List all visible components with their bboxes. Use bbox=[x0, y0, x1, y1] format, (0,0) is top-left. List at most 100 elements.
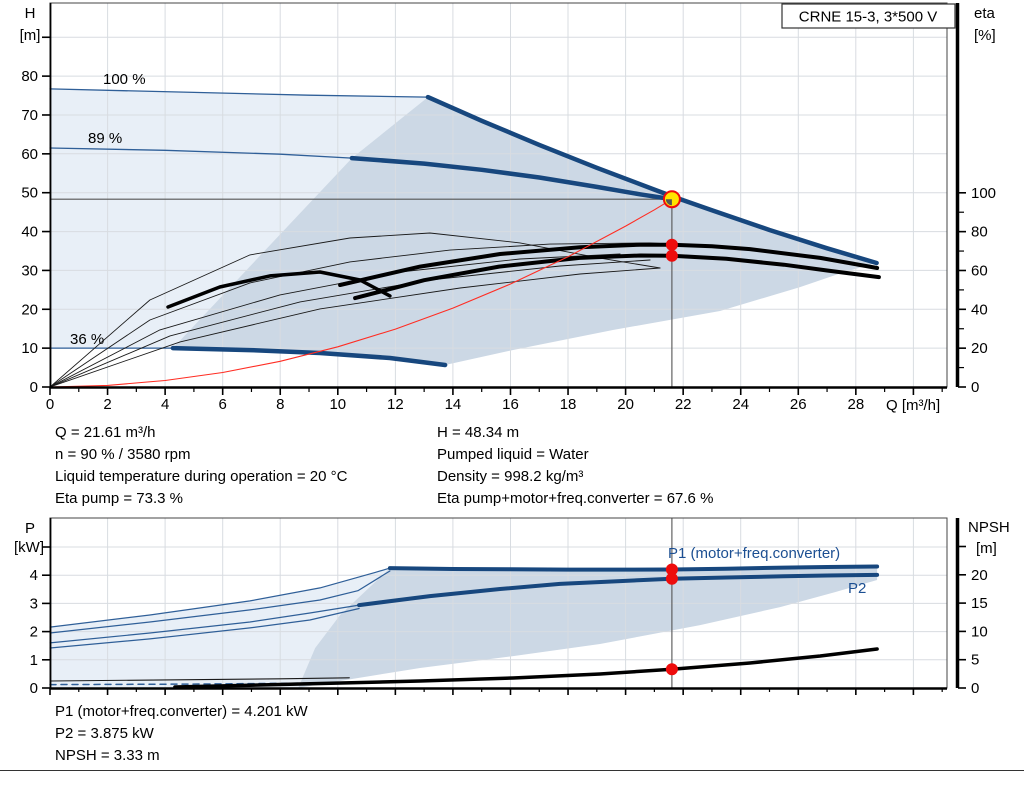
info-density: Density = 998.2 kg/m³ bbox=[437, 468, 583, 485]
bottom-chart-ticks: 0 1 2 3 4 0 5 10 15 20 bbox=[30, 545, 988, 697]
tick-label: 16 bbox=[502, 396, 519, 413]
bottom-chart-fill-regions bbox=[50, 566, 878, 688]
eta-thin-arc-d-curve bbox=[49, 259, 651, 388]
qh-36pct-thick-curve bbox=[170, 345, 448, 368]
qh-envelope-thick-curve bbox=[425, 94, 879, 266]
power-info-block: P1 (motor+freq.converter) = 4.201 kW P2 … bbox=[55, 703, 308, 764]
tick-label: 4 bbox=[30, 567, 38, 584]
speed-89-label: 89 % bbox=[88, 130, 122, 147]
operating-point-dot bbox=[665, 563, 678, 576]
eta-pump-thick-curve bbox=[338, 242, 880, 287]
npsh-thin-curve bbox=[49, 677, 350, 682]
tick-label: 3 bbox=[30, 595, 38, 612]
tick-label: 10 bbox=[971, 623, 988, 640]
tick-label: 0 bbox=[46, 396, 54, 413]
speed-36-label: 36 % bbox=[70, 331, 104, 348]
info-p1: P1 (motor+freq.converter) = 4.201 kW bbox=[55, 703, 308, 720]
npsh-thick-curve bbox=[173, 647, 879, 689]
tick-label: 20 bbox=[971, 340, 988, 357]
qh-90pct-duty-thick-curve bbox=[349, 155, 675, 202]
tick-label: 5 bbox=[971, 652, 979, 669]
p-thin-4-curve bbox=[49, 607, 360, 649]
tick-label: 40 bbox=[971, 301, 988, 318]
tick-label: 100 bbox=[971, 185, 996, 202]
info-p2: P2 = 3.875 kW bbox=[55, 725, 155, 742]
pale-power-envelope bbox=[50, 568, 390, 688]
info-speed: n = 90 % / 3580 rpm bbox=[55, 446, 191, 463]
tick-label: 20 bbox=[617, 396, 634, 413]
system-curve-red-curve bbox=[49, 198, 673, 388]
h-axis-title: H bbox=[25, 5, 36, 22]
p-thin-2-curve bbox=[49, 570, 391, 634]
top-chart-curves bbox=[49, 88, 881, 388]
tick-label: 15 bbox=[971, 595, 988, 612]
top-chart-markers bbox=[662, 190, 681, 262]
top-chart-fill-regions bbox=[50, 88, 877, 365]
tick-label: 6 bbox=[219, 396, 227, 413]
tick-label: 0 bbox=[971, 379, 979, 396]
npsh-axis-unit: [m] bbox=[976, 540, 997, 557]
h-axis-unit: [m] bbox=[20, 27, 41, 44]
tick-label: 80 bbox=[971, 224, 988, 241]
info-pumped-liquid: Pumped liquid = Water bbox=[437, 446, 589, 463]
top-chart-ticks: 0 2 4 6 8 10 12 14 16 18 20 22 24 26 28010203040506070… bbox=[21, 36, 996, 413]
operating-point-dot bbox=[665, 238, 678, 251]
tick-label: 18 bbox=[560, 396, 577, 413]
p2-thick-curve bbox=[357, 572, 880, 608]
eta-axis-unit: [%] bbox=[974, 27, 996, 44]
qh-100pct-thin-curve bbox=[49, 88, 429, 98]
tick-label: 10 bbox=[329, 396, 346, 413]
bottom-chart-curves bbox=[49, 517, 880, 689]
p2-curve-label: P2 bbox=[848, 580, 866, 597]
dark-power-envelope bbox=[298, 566, 878, 688]
top-chart-gridlines bbox=[50, 3, 947, 387]
tick-label: 12 bbox=[387, 396, 404, 413]
p1-curve-label: P1 (motor+freq.converter) bbox=[668, 545, 840, 562]
info-h: H = 48.34 m bbox=[437, 424, 519, 441]
pump-title-box bbox=[781, 3, 956, 29]
tick-label: 0 bbox=[30, 379, 38, 396]
tick-label: 30 bbox=[21, 262, 38, 279]
tick-label: 4 bbox=[161, 396, 169, 413]
tick-label: 14 bbox=[445, 396, 462, 413]
tick-label: 10 bbox=[21, 340, 38, 357]
info-eta-pump: Eta pump = 73.3 % bbox=[55, 490, 183, 507]
tick-label: 24 bbox=[732, 396, 749, 413]
p-axis-title: P bbox=[25, 520, 35, 537]
bottom-chart-markers bbox=[665, 563, 678, 676]
tick-label: 60 bbox=[971, 262, 988, 279]
p-axis-unit: [kW] bbox=[14, 539, 44, 556]
tick-label: 0 bbox=[30, 680, 38, 697]
tick-label: 80 bbox=[21, 68, 38, 85]
tick-label: 20 bbox=[21, 301, 38, 318]
p1-thick-curve bbox=[387, 564, 880, 572]
operating-point-dot bbox=[665, 249, 678, 262]
info-liquid-temp: Liquid temperature during operation = 20… bbox=[55, 468, 348, 485]
tick-label: 2 bbox=[103, 396, 111, 413]
tick-label: 22 bbox=[675, 396, 692, 413]
p-thin-3-curve bbox=[49, 604, 360, 644]
tick-label: 50 bbox=[21, 185, 38, 202]
tick-label: 2 bbox=[30, 624, 38, 641]
q-axis-title: Q [m³/h] bbox=[886, 397, 940, 414]
eta-thin-arc-e-curve bbox=[49, 267, 661, 388]
qh-89pct-thin-curve bbox=[49, 147, 353, 159]
eta-36pct-thick-curve bbox=[166, 270, 392, 309]
eta-total-thick-curve bbox=[353, 253, 881, 301]
eta-axis-title: eta bbox=[974, 5, 996, 22]
tick-label: 0 bbox=[971, 680, 979, 697]
info-eta-total: Eta pump+motor+freq.converter = 67.6 % bbox=[437, 490, 713, 507]
info-npsh: NPSH = 3.33 m bbox=[55, 747, 160, 764]
speed-100-label: 100 % bbox=[103, 71, 146, 88]
tick-label: 70 bbox=[21, 107, 38, 124]
p-thin-1-curve bbox=[49, 567, 391, 628]
tick-label: 8 bbox=[276, 396, 284, 413]
operating-point-dot bbox=[665, 663, 678, 676]
tick-label: 28 bbox=[847, 396, 864, 413]
pump-title: CRNE 15-3, 3*500 V bbox=[799, 9, 937, 26]
tick-label: 1 bbox=[30, 652, 38, 669]
dark-operating-envelope bbox=[172, 97, 877, 365]
tick-label: 20 bbox=[971, 567, 988, 584]
